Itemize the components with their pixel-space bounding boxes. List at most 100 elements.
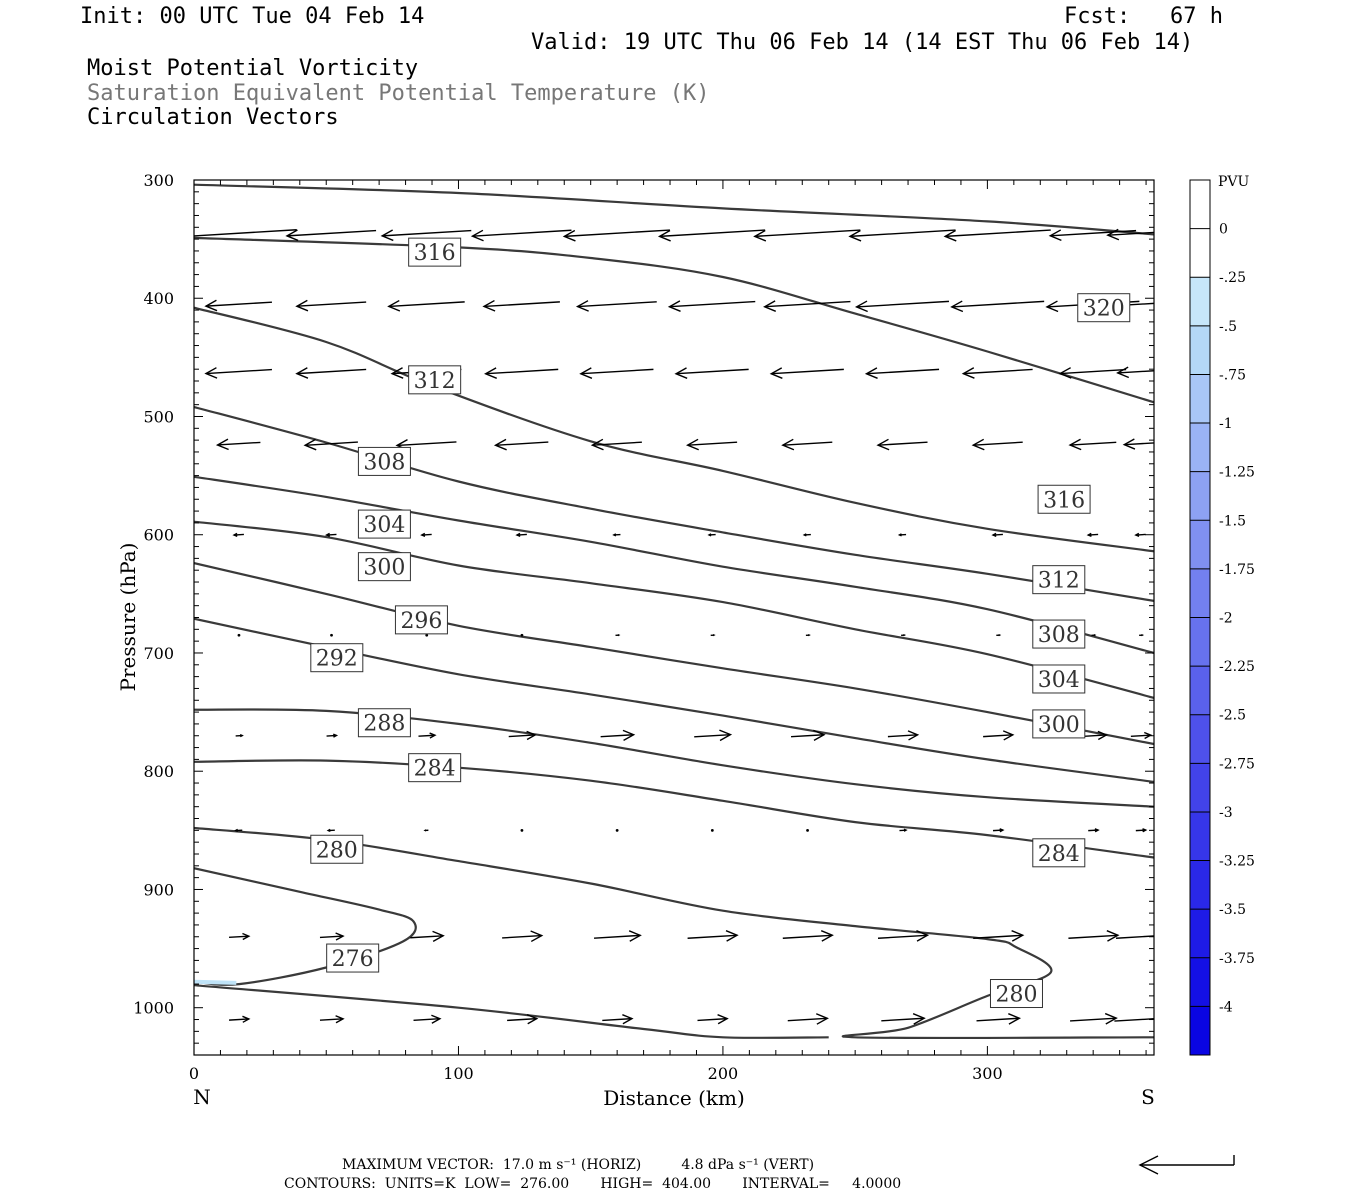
vector-head: [432, 930, 445, 943]
vector-head: [431, 1014, 442, 1024]
colorbar-swatch: [1190, 860, 1210, 910]
vector-head: [332, 733, 339, 738]
vector-shaft: [973, 441, 1023, 446]
vector-head: [769, 367, 783, 379]
vector-head: [725, 930, 739, 942]
colorbar-label: -3.25: [1219, 854, 1255, 870]
colorbar-title: PVU: [1218, 174, 1250, 190]
vector-head: [999, 828, 1005, 833]
circulation-vector: [806, 828, 809, 832]
vector-shaft: [866, 368, 940, 375]
colorbar-swatch: [1190, 568, 1210, 618]
plot-frame: [193, 179, 1155, 1056]
vector-shaft: [951, 300, 1045, 308]
isentrope-288: [194, 708, 1154, 808]
circulation-vector: [943, 229, 1051, 242]
axes: 300 400 500 600 700 800 900 1000 0 100 200 300 N S Dis…: [116, 171, 1155, 1110]
vector-shaft: [1130, 734, 1151, 738]
x-tick-label: 300: [972, 1064, 1003, 1083]
vector-shaft: [782, 934, 833, 939]
vector-head: [285, 229, 299, 242]
contour-label-text: 316: [414, 241, 456, 266]
contour-label: 300: [1032, 709, 1086, 739]
contour-label-text: 292: [316, 647, 358, 672]
vector-dot: [806, 828, 809, 832]
vector-shaft: [194, 229, 297, 237]
isentrope-312: [194, 306, 1154, 553]
circulation-vector: [899, 828, 908, 832]
vector-head: [1116, 366, 1130, 379]
circulation-vector: [482, 299, 560, 312]
vector-head: [707, 533, 712, 537]
vector-shaft: [229, 1018, 249, 1021]
vector-head: [1106, 228, 1120, 241]
vector-head: [324, 532, 331, 537]
circulation-vector: [615, 828, 619, 832]
contour-label-box: [1077, 293, 1131, 323]
vector-head: [234, 828, 239, 833]
contour-label-text: 296: [400, 609, 442, 634]
vector-head: [1156, 1013, 1167, 1023]
vector-head: [657, 229, 671, 242]
vector-shaft: [593, 934, 641, 939]
y-tick-label: 300: [143, 171, 174, 190]
contour-label-text: 304: [1038, 668, 1080, 693]
contour-labels: 316 320 312 308 316 304 300 312 296 308 292 304 288 3…: [310, 237, 1131, 1009]
contour-label-text: 284: [1038, 842, 1080, 867]
contour-label-text: 284: [414, 757, 456, 782]
vector-head: [526, 1014, 539, 1025]
x-end-label-right: S: [1141, 1085, 1155, 1109]
y-tick-label: 500: [143, 407, 174, 426]
vector-head: [1106, 930, 1120, 942]
circulation-vectors: [194, 228, 1167, 1025]
vector-shaft: [396, 441, 457, 447]
colorbar-label: -1.5: [1219, 513, 1246, 529]
vector-dot: [237, 633, 241, 637]
circulation-vector: [508, 730, 537, 741]
vector-dot: [520, 633, 524, 637]
circulation-vector: [1134, 532, 1146, 537]
vector-shaft: [296, 368, 367, 375]
circulation-vector: [901, 634, 907, 637]
circulation-vector: [515, 532, 527, 537]
circulation-vector: [782, 930, 834, 942]
contour-label-text: 316: [1043, 488, 1085, 513]
vector-shaft: [983, 734, 1013, 738]
colorbar-label: -.5: [1219, 319, 1237, 335]
vector-head: [717, 1014, 729, 1025]
contour-info-note: CONTOURS: UNITS=K LOW= 276.00 HIGH= 404.…: [284, 1176, 902, 1192]
vector-shaft: [495, 441, 549, 446]
isentrope-304: [194, 475, 1154, 655]
circulation-vector: [687, 930, 739, 942]
circulation-vector: [1068, 930, 1120, 942]
vector-head: [204, 299, 218, 312]
vector-head: [961, 367, 975, 379]
contour-label-box: [357, 552, 411, 582]
y-tick-label: 800: [143, 762, 174, 781]
field-title-theta-es: Saturation Equivalent Potential Temperat…: [87, 81, 710, 106]
circulation-vector: [753, 229, 861, 242]
colorbar-label: -.25: [1219, 270, 1246, 286]
contour-label: 300: [357, 552, 411, 582]
circulation-vector: [235, 734, 244, 738]
colorbar-label: -2: [1219, 611, 1233, 627]
contour-label-box: [394, 605, 448, 635]
contour-label-text: 280: [316, 838, 358, 863]
circulation-vector: [319, 1015, 345, 1024]
circulation-vector: [710, 634, 716, 637]
circulation-vector: [802, 533, 811, 537]
vector-head: [484, 367, 497, 379]
circulation-vector: [326, 828, 335, 833]
contour-label: 304: [1032, 664, 1086, 694]
circulation-vector: [877, 930, 930, 942]
x-end-label-left: N: [193, 1085, 211, 1109]
circulation-vector: [971, 438, 1023, 451]
vector-head: [667, 300, 681, 312]
circulation-vector: [1086, 532, 1099, 537]
circulation-vector: [285, 229, 377, 242]
colorbar-label: -2.5: [1219, 708, 1246, 724]
y-axis-title: Pressure (hPa): [116, 543, 140, 692]
vector-head: [897, 533, 902, 537]
vector-shaft: [877, 441, 928, 446]
vector-shaft: [659, 229, 766, 238]
